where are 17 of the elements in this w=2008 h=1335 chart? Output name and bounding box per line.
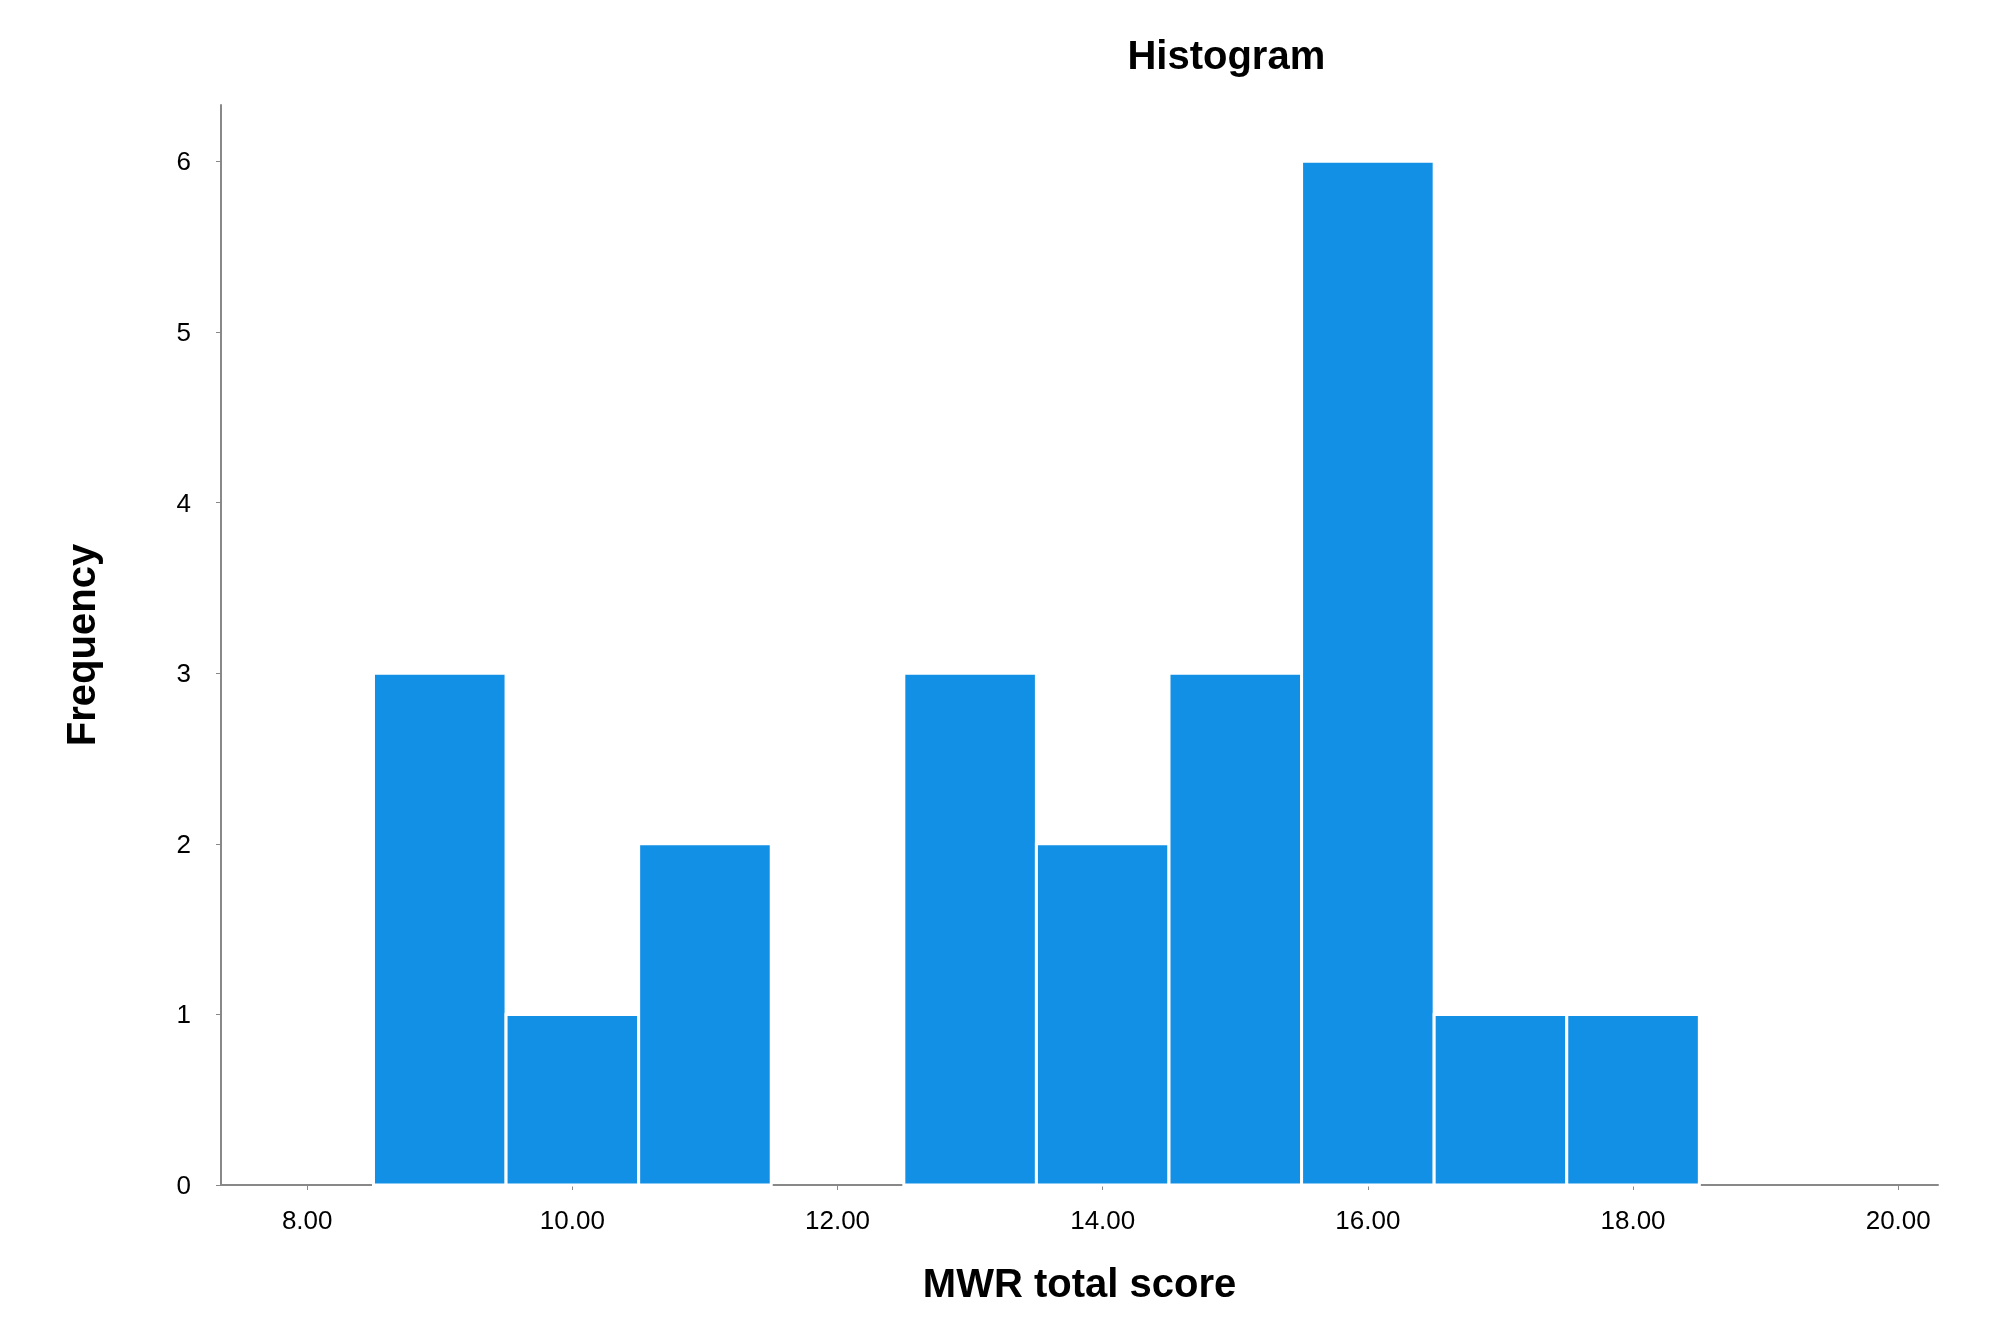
y-tick-label: 5	[176, 316, 191, 347]
x-tick-label: 14.00	[1070, 1205, 1136, 1235]
y-tick-label: 3	[176, 658, 191, 689]
x-tick-label: 10.00	[539, 1205, 605, 1235]
y-axis-title: Frequency	[59, 543, 103, 747]
chart-title: Histogram	[1127, 33, 1326, 77]
y-tick-label: 0	[176, 1170, 191, 1200]
y-tick-label: 4	[176, 487, 191, 518]
x-tick-label: 8.00	[281, 1205, 333, 1235]
x-tick-label: 20.00	[1865, 1205, 1931, 1235]
x-tick-label: 12.00	[804, 1205, 871, 1235]
y-tick-label: 2	[176, 828, 191, 859]
x-tick-label: 16.00	[1335, 1205, 1401, 1235]
y-tick-label: 6	[176, 146, 191, 177]
x-tick-label: 18.00	[1600, 1205, 1666, 1235]
x-axis-title: MWR total score	[922, 1261, 1237, 1305]
y-tick-label: 1	[176, 999, 191, 1030]
